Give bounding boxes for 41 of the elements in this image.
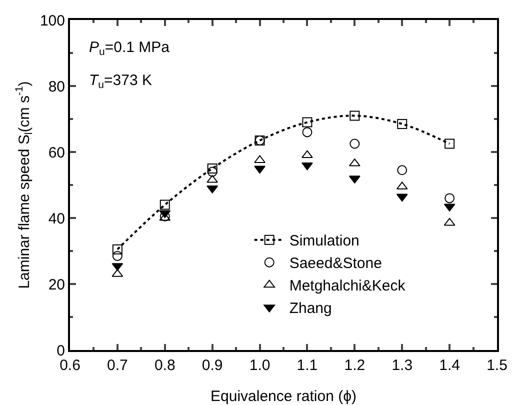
x-tick-label: 1.3	[392, 357, 413, 374]
point	[396, 194, 408, 202]
point	[397, 118, 408, 129]
x-tick-label: 1.5	[486, 357, 508, 374]
legend-label: Simulation	[289, 232, 360, 250]
x-tick-label: 1.4	[439, 357, 460, 374]
point	[302, 117, 312, 128]
point	[444, 218, 456, 226]
legend-label: Zhang	[289, 300, 332, 318]
y-tick-label: 20	[48, 276, 65, 294]
point	[112, 244, 122, 254]
x-axis-title: Equivalence ration (ϕ)	[210, 388, 356, 405]
point	[160, 200, 170, 210]
x-tick-label: 0.7	[107, 357, 128, 374]
x-tick-label: 1.0	[249, 357, 270, 374]
y-tick-label: 80	[48, 78, 65, 96]
y-tick-label: 0	[56, 342, 65, 360]
point	[159, 210, 171, 218]
point	[207, 164, 218, 174]
point	[112, 250, 122, 261]
x-tick-label: 0.8	[154, 357, 176, 374]
y-tick-label: 60	[48, 144, 65, 162]
annotation: T$_{u}$=373 K	[89, 72, 152, 92]
point	[302, 162, 313, 170]
point	[397, 165, 408, 176]
legend-label: Metghalchi&Keck	[289, 278, 406, 295]
legend-label: Saeed&Stone	[289, 255, 382, 272]
point	[302, 127, 312, 138]
x-tick-label: 1.1	[296, 357, 318, 374]
y-tick-label: 40	[48, 210, 65, 228]
point	[350, 110, 360, 121]
x-tick-label: 0.9	[202, 357, 223, 374]
point	[444, 193, 455, 204]
annotation: P$_{u}$=0.1 MPa	[89, 39, 170, 58]
x-tick-label: 0.6	[60, 357, 80, 374]
y-tick-label: 100	[40, 12, 65, 30]
point	[350, 138, 360, 149]
point	[207, 166, 218, 177]
point	[444, 138, 455, 149]
x-tick-label: 1.2	[344, 357, 366, 374]
point	[302, 150, 313, 158]
